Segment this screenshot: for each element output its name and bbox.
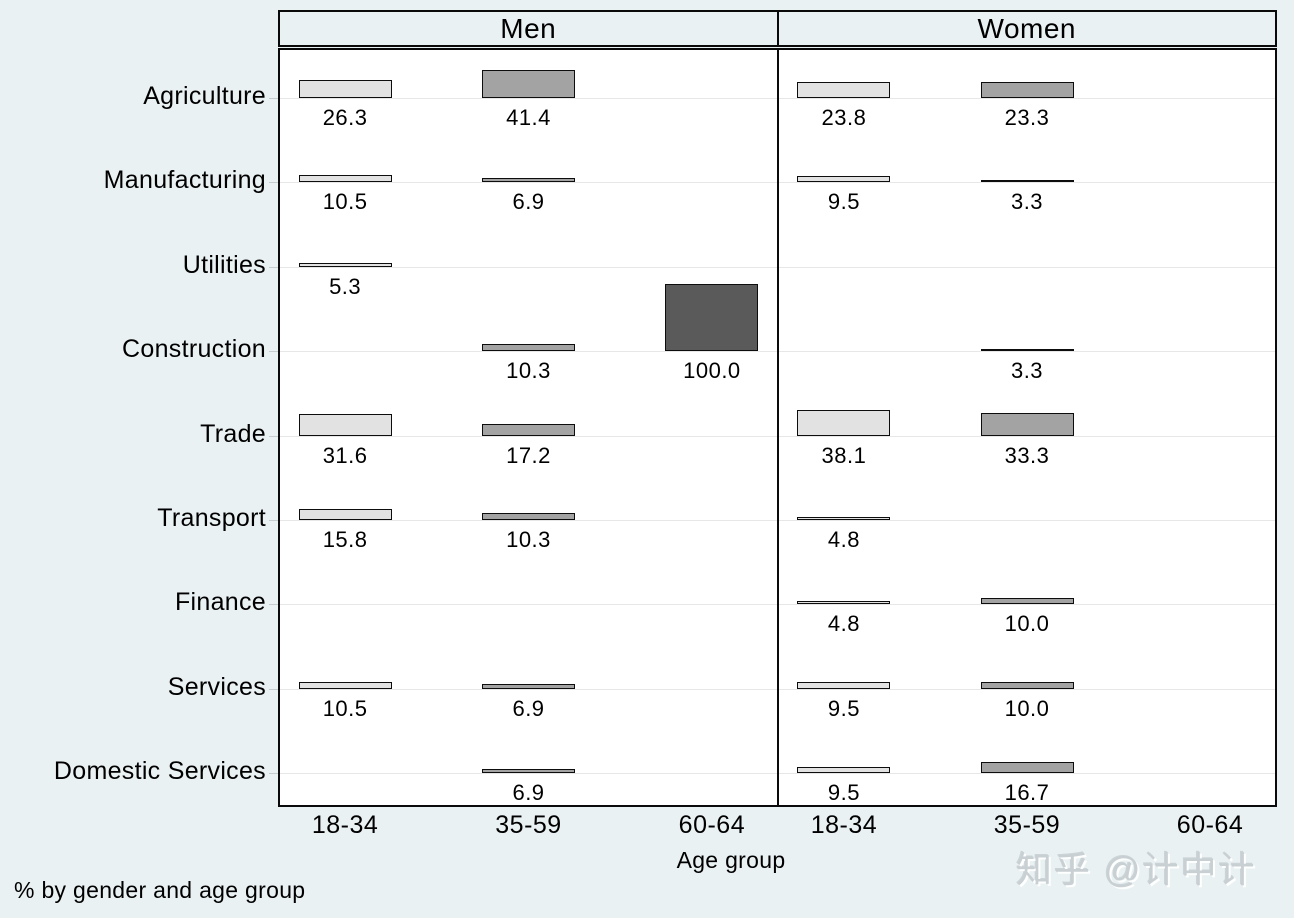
bar-men-35-59 [482,424,575,436]
bar-value-label: 10.5 [322,189,368,215]
bar-men-18-34 [298,681,392,689]
bar-men-18-34 [298,175,392,183]
bar-value-label: 38.1 [821,442,867,468]
category-label: Agriculture [143,82,266,110]
bar-women-35-59 [980,179,1074,183]
plot-area: 26.3 41.4 10.5 6.9 5.3 10.3 100.0 31.6 17.2 15.8 1… [269,48,1277,807]
watermark-text: 知乎 @计中计 [1016,849,1257,890]
bar-value-label: 10.3 [506,527,551,552]
bar-value-label: 31.6 [322,442,368,468]
bar-value-label: 23.3 [1004,105,1050,130]
panel-title-men: Men [500,12,557,44]
bar-value-label: 3.3 [1010,189,1044,215]
bar-value-label: 10.0 [1004,695,1050,721]
bar-women-35-59 [980,682,1074,689]
y-axis-tick [269,520,278,521]
bar-value-label: 10.3 [506,358,551,384]
bar-value-label: 17.2 [506,442,551,468]
age-group-tick-label: 60-64 [678,811,746,839]
bar-women-35-59 [980,597,1074,605]
bar-value-label: 41.4 [506,105,551,130]
y-axis-tick [269,604,278,606]
y-axis-tick [269,688,278,690]
bar-men-35-59 [482,513,575,520]
y-axis-tick [269,98,278,99]
y-axis-tick [269,266,278,268]
age-group-tick-label: 35-59 [495,811,562,839]
age-group-tick-label: 60-64 [1176,811,1244,839]
bar-women-18-34 [797,766,891,774]
bar-women-18-34 [797,82,891,98]
bar-men-35-59 [482,177,575,183]
category-label: Construction [122,335,266,364]
age-group-tick-label: 35-59 [993,811,1061,839]
bar-women-18-34 [797,176,891,183]
bar-value-label: 5.3 [329,273,362,299]
category-label: Trade [200,419,266,448]
bar-women-35-59 [980,82,1074,98]
bar-women-35-59 [980,348,1074,352]
bar-women-18-34 [797,516,891,520]
bar-value-label: 15.8 [322,527,368,552]
panel-divider [777,50,779,805]
y-axis-tick [269,351,278,353]
bar-men-35-59 [482,768,575,774]
bar-men-18-34 [298,80,392,98]
bar-men-35-59 [482,70,575,98]
y-axis-tick [269,435,278,437]
bar-value-label: 9.5 [827,695,861,721]
bar-value-label: 6.9 [512,780,545,806]
bar-value-label: 9.5 [827,780,861,806]
bar-women-18-34 [797,601,891,605]
bar-men-35-59 [482,684,575,689]
bar-value-label: 3.3 [1010,358,1044,384]
category-label: Utilities [182,250,266,279]
category-label: Services [167,672,266,701]
bar-value-label: 33.3 [1004,442,1050,468]
bar-value-label: 100.0 [683,358,741,384]
bar-men-60-64 [665,284,759,352]
bar-value-label: 26.3 [322,105,368,130]
bar-women-35-59 [980,413,1074,436]
bar-value-label: 4.8 [827,611,861,637]
bar-women-18-34 [797,410,891,436]
y-axis-tick [269,773,278,775]
age-group-tick-label: 18-34 [810,811,878,839]
y-axis-tick [269,182,278,184]
bar-men-18-34 [298,414,392,436]
bar-value-label: 10.5 [322,695,368,721]
bar-value-label: 4.8 [827,527,861,552]
bar-women-18-34 [797,682,891,689]
chart-caption: % by gender and age group [14,877,306,903]
category-label: Transport [157,504,266,532]
category-label: Domestic Services [53,757,266,786]
bar-men-18-34 [298,263,392,267]
bar-value-label: 16.7 [1004,780,1050,806]
bar-value-label: 6.9 [512,695,545,721]
bar-value-label: 9.5 [827,189,861,215]
bar-value-label: 23.8 [821,105,867,130]
category-label: Manufacturing [103,166,266,195]
bar-men-35-59 [482,344,575,352]
age-group-tick-label: 18-34 [311,811,379,839]
category-axis-labels: Agriculture Manufacturing Utilities Constru… [0,48,272,807]
x-axis-title: Age group [676,847,786,873]
panel-title-women: Women [776,12,1276,45]
bar-women-35-59 [980,762,1074,774]
age-group-axis-labels: 18-34 35-59 60-64 18-34 35-59 60-64 [280,811,1275,845]
panel-header-row: Men Women [278,10,1277,47]
category-label: Finance [174,588,266,617]
bar-value-label: 6.9 [512,189,545,215]
bar-men-18-34 [298,509,392,520]
bar-value-label: 10.0 [1004,611,1050,637]
